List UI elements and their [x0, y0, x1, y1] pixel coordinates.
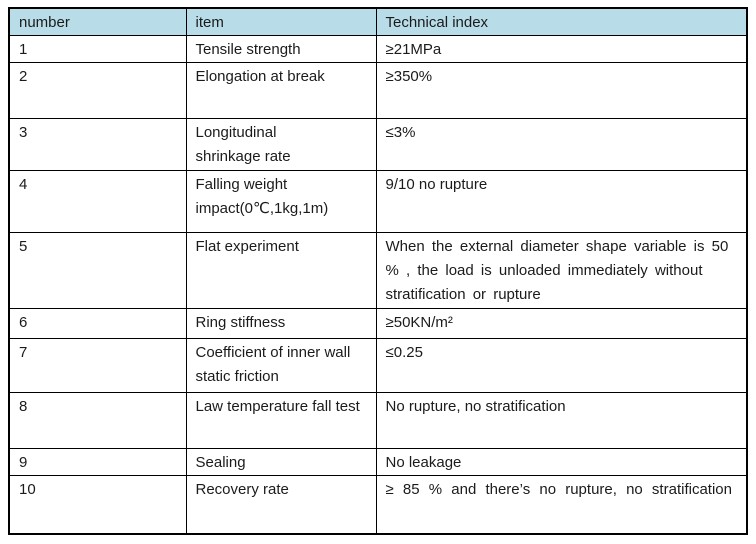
table-body: 1 Tensile strength ≥21MPa 2 Elongation a… — [8, 35, 748, 534]
cell-technical-index: ≥ 85 % and there’s no rupture, no strati… — [375, 475, 748, 534]
cell-number: 2 — [8, 62, 187, 119]
column-header-item: item — [185, 7, 377, 36]
cell-item: Longitudinal shrinkage rate — [185, 118, 377, 171]
table-row: 1 Tensile strength ≥21MPa — [8, 35, 748, 63]
cell-item: Ring stiffness — [185, 308, 377, 339]
cell-number: 3 — [8, 118, 187, 171]
cell-technical-index: ≤3% — [375, 118, 748, 171]
cell-technical-index: 9/10 no rupture — [375, 170, 748, 233]
cell-technical-index: No leakage — [375, 448, 748, 476]
cell-item: Falling weight impact(0℃,1kg,1m) — [185, 170, 377, 233]
cell-item: Flat experiment — [185, 232, 377, 309]
cell-number: 5 — [8, 232, 187, 309]
cell-number: 6 — [8, 308, 187, 339]
cell-technical-index: ≥50KN/m² — [375, 308, 748, 339]
cell-item: Sealing — [185, 448, 377, 476]
cell-item: Recovery rate — [185, 475, 377, 534]
table-row: 6 Ring stiffness ≥50KN/m² — [8, 308, 748, 339]
table-row: 7 Coefficient of inner wall static frict… — [8, 338, 748, 393]
cell-number: 4 — [8, 170, 187, 233]
cell-technical-index: No rupture, no stratification — [375, 392, 748, 449]
table-row: 4 Falling weight impact(0℃,1kg,1m) 9/10 … — [8, 170, 748, 233]
cell-technical-index: ≥21MPa — [375, 35, 748, 63]
cell-number: 9 — [8, 448, 187, 476]
column-header-number: number — [8, 7, 187, 36]
cell-number: 8 — [8, 392, 187, 449]
cell-technical-index: ≥350% — [375, 62, 748, 119]
table-row: 10 Recovery rate ≥ 85 % and there’s no r… — [8, 475, 748, 534]
cell-item: Coefficient of inner wall static frictio… — [185, 338, 377, 393]
table-header: number item Technical index — [8, 7, 748, 36]
cell-number: 1 — [8, 35, 187, 63]
cell-number: 10 — [8, 475, 187, 534]
cell-technical-index: ≤0.25 — [375, 338, 748, 393]
table-row: 9 Sealing No leakage — [8, 448, 748, 476]
column-header-technical-index: Technical index — [375, 7, 748, 36]
cell-number: 7 — [8, 338, 187, 393]
table-row: 5 Flat experiment When the external diam… — [8, 232, 748, 309]
cell-item: Law temperature fall test — [185, 392, 377, 449]
cell-technical-index: When the external diameter shape variabl… — [375, 232, 748, 309]
header-row: number item Technical index — [8, 7, 748, 36]
cell-item: Elongation at break — [185, 62, 377, 119]
table-row: 2 Elongation at break ≥350% — [8, 62, 748, 119]
table-row: 8 Law temperature fall test No rupture, … — [8, 392, 748, 449]
technical-index-table: number item Technical index 1 Tensile st… — [8, 7, 748, 535]
table-row: 3 Longitudinal shrinkage rate ≤3% — [8, 118, 748, 171]
cell-item: Tensile strength — [185, 35, 377, 63]
